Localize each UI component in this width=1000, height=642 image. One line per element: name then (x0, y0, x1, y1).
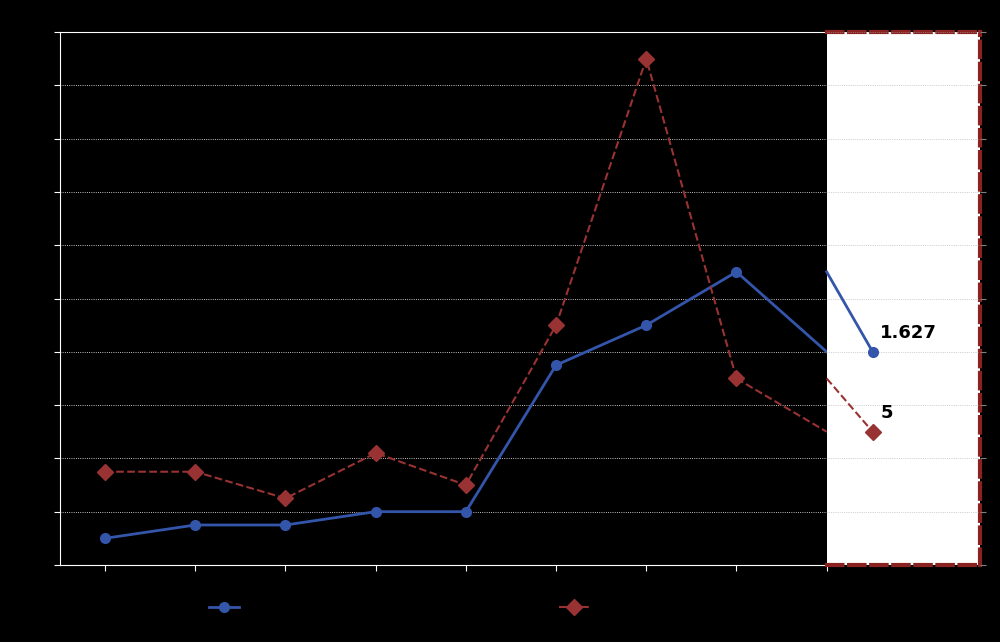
Legend:  (552, 594, 608, 621)
Legend:  (202, 594, 258, 621)
Text: 5: 5 (880, 404, 893, 422)
Text: 1.627: 1.627 (880, 324, 937, 342)
